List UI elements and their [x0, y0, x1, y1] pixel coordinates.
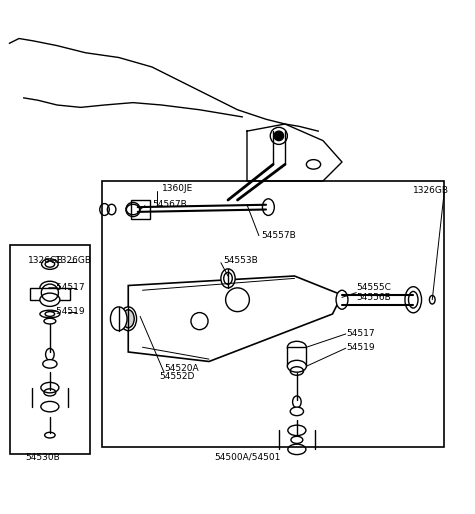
- Ellipse shape: [110, 307, 127, 331]
- Text: 54555C: 54555C: [356, 283, 391, 292]
- Ellipse shape: [40, 310, 60, 318]
- Text: 54520A: 54520A: [164, 364, 199, 373]
- Ellipse shape: [287, 341, 306, 353]
- Text: 1360JE: 1360JE: [162, 183, 193, 193]
- Text: 1326GB: 1326GB: [413, 186, 449, 195]
- Ellipse shape: [120, 307, 137, 331]
- Ellipse shape: [405, 287, 422, 313]
- Text: 54519: 54519: [347, 343, 375, 352]
- Text: 54567B: 54567B: [152, 200, 187, 209]
- Ellipse shape: [287, 360, 306, 372]
- Ellipse shape: [46, 348, 54, 360]
- Ellipse shape: [43, 360, 57, 368]
- Ellipse shape: [290, 407, 304, 416]
- Text: 54557B: 54557B: [261, 231, 296, 240]
- Text: 54530B: 54530B: [25, 453, 60, 462]
- Ellipse shape: [293, 396, 301, 408]
- Ellipse shape: [336, 290, 348, 309]
- Bar: [102, 181, 444, 447]
- Bar: [30, 288, 70, 300]
- Text: 54553B: 54553B: [223, 256, 258, 265]
- Circle shape: [270, 127, 287, 144]
- Text: 1326GB: 1326GB: [28, 256, 64, 265]
- Bar: [287, 347, 306, 366]
- Ellipse shape: [44, 389, 56, 396]
- Text: —54517: —54517: [48, 283, 85, 292]
- Circle shape: [126, 203, 140, 216]
- Text: 54517: 54517: [347, 328, 375, 338]
- Ellipse shape: [40, 281, 60, 295]
- Ellipse shape: [429, 296, 435, 304]
- Text: 54500A/54501: 54500A/54501: [214, 453, 280, 462]
- Text: 54552D: 54552D: [159, 372, 194, 381]
- Text: —54519: —54519: [48, 307, 85, 316]
- Ellipse shape: [221, 269, 235, 288]
- Bar: [10, 245, 90, 454]
- Ellipse shape: [291, 436, 303, 444]
- Ellipse shape: [40, 293, 60, 306]
- Polygon shape: [128, 276, 342, 361]
- Text: —1326GB: —1326GB: [47, 256, 92, 265]
- Ellipse shape: [42, 259, 58, 269]
- Circle shape: [274, 131, 284, 141]
- Text: 54556B: 54556B: [356, 293, 391, 302]
- Ellipse shape: [123, 310, 134, 328]
- Bar: [131, 200, 150, 219]
